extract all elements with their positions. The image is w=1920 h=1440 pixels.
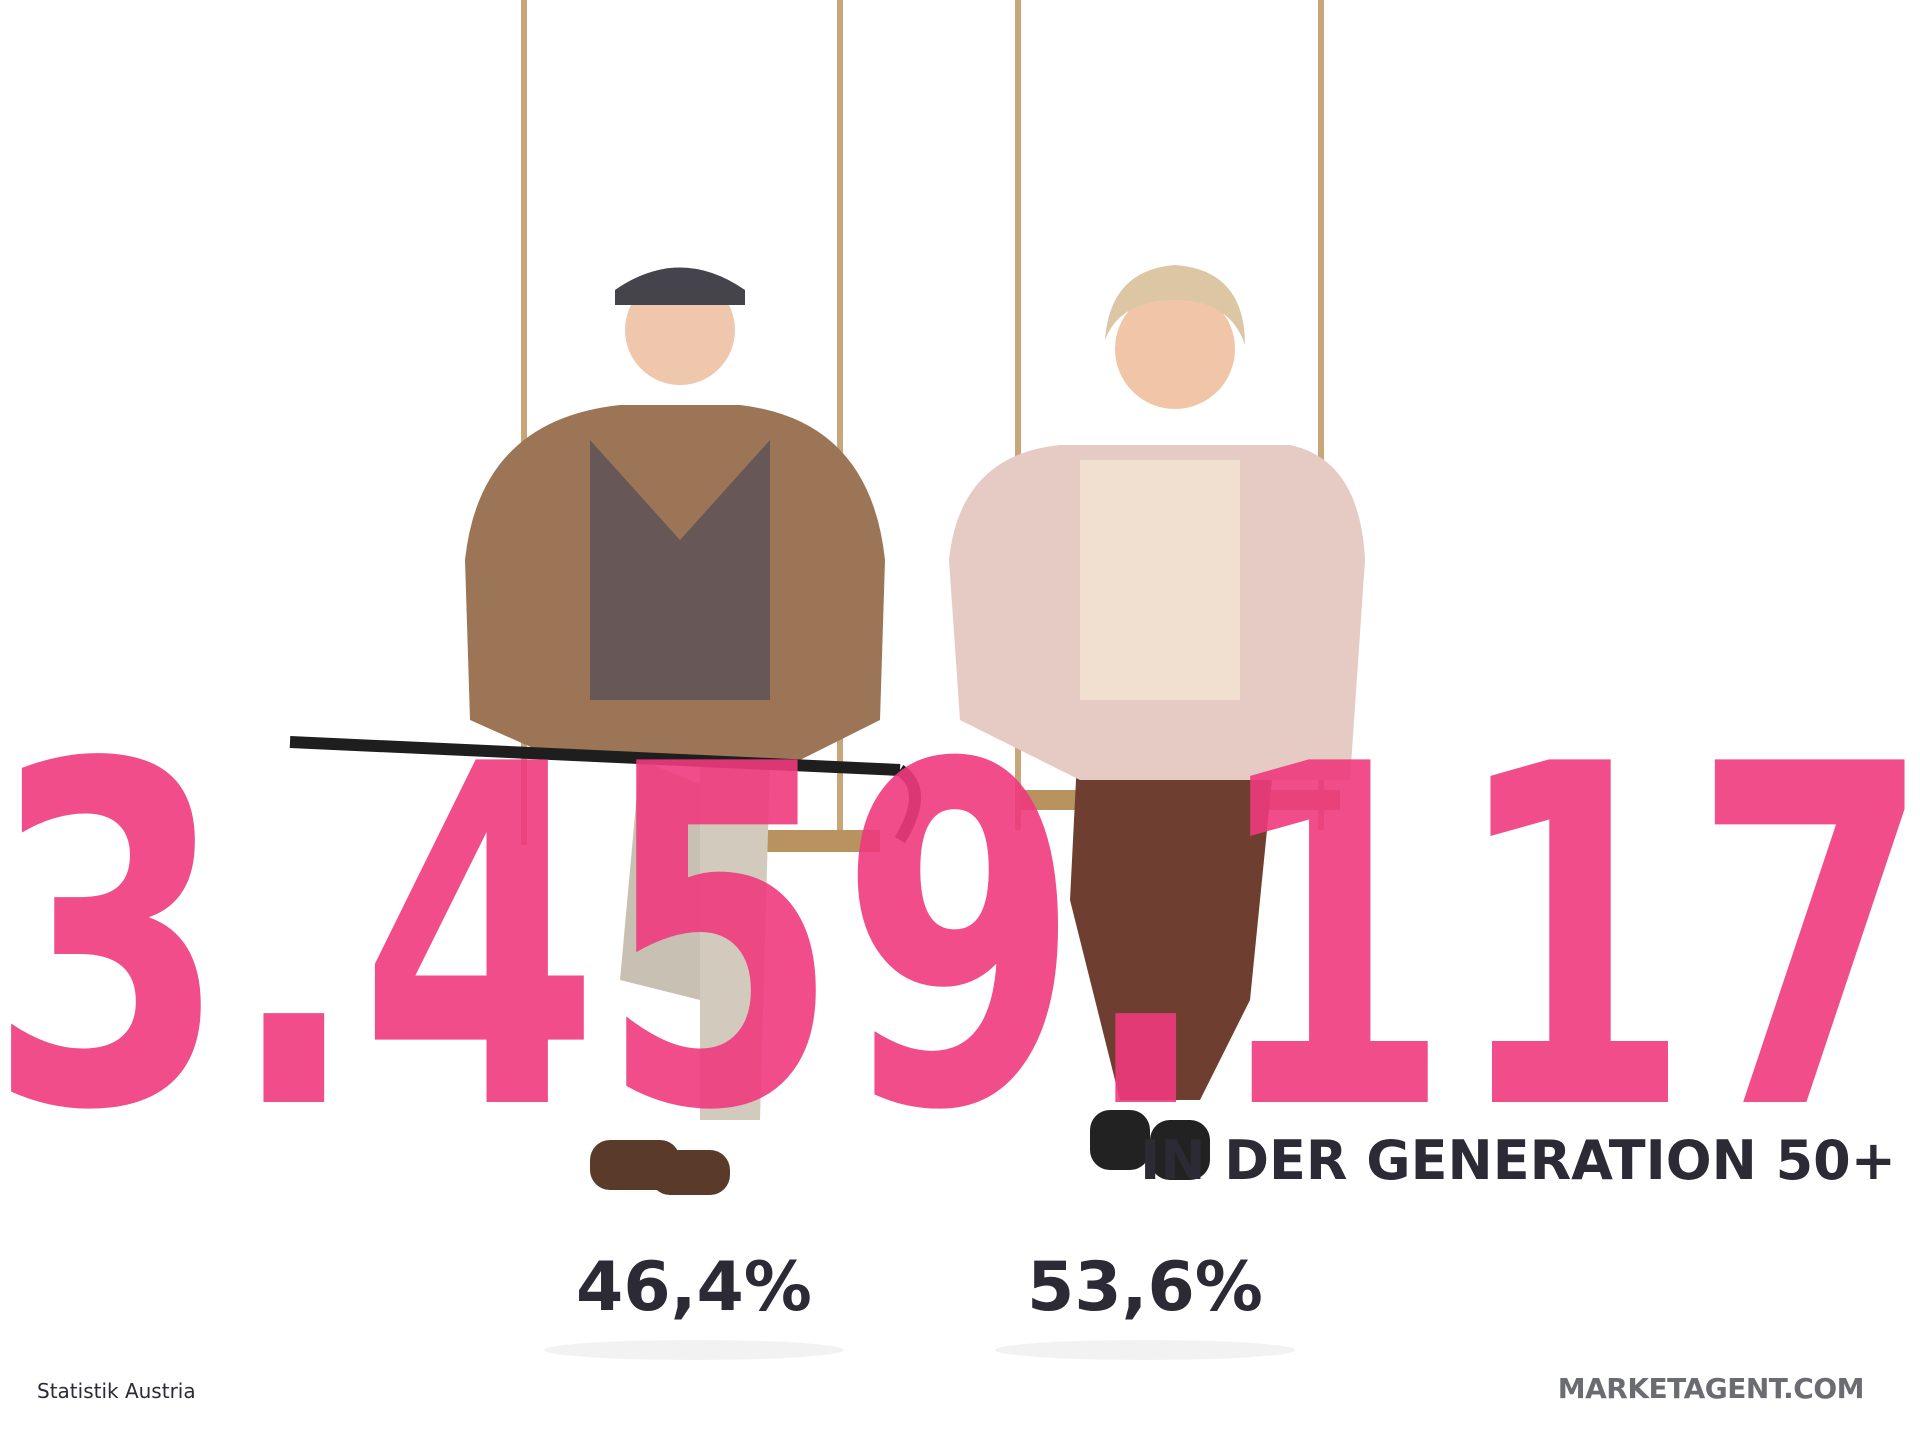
infographic: 3.459.117 IN DER GENERATION 50+ 46,4% 53… [0, 0, 1920, 1440]
page: 3.459.117 IN DER GENERATION 50+ 46,4% 53… [0, 0, 1920, 1440]
share-women: 53,6% [1027, 1248, 1263, 1327]
logo: MARKETAGENT.COM [1558, 1372, 1864, 1405]
headline-subtitle: IN DER GENERATION 50+ [1140, 1129, 1896, 1192]
shadow [995, 1340, 1295, 1360]
source: Statistik Austria [37, 1379, 196, 1403]
shadow [544, 1340, 844, 1360]
share-men: 46,4% [576, 1248, 812, 1327]
